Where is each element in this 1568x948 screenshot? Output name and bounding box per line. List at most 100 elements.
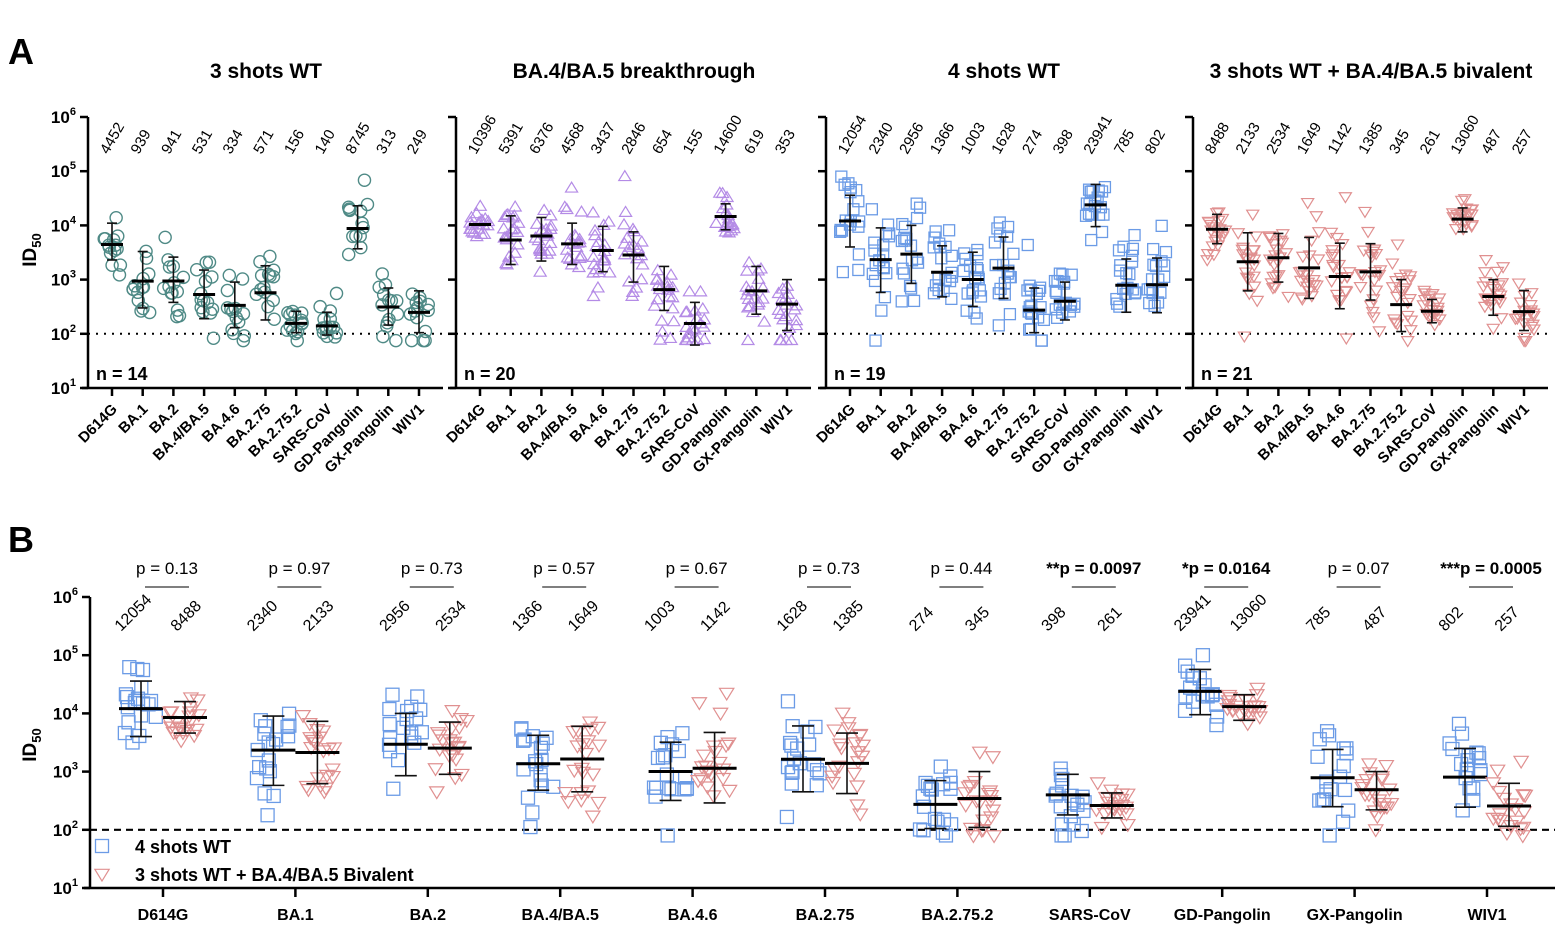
- data-point: [1155, 255, 1168, 268]
- data-point: [650, 292, 665, 305]
- n-label: n = 21: [1201, 364, 1253, 384]
- data-point: [705, 790, 722, 804]
- geomean-label: 785: [1111, 127, 1138, 157]
- data-point: [1095, 225, 1109, 239]
- data-point: [596, 218, 611, 230]
- data-point: [1324, 227, 1339, 240]
- data-point: [753, 261, 769, 274]
- geomean-label: 487: [1359, 604, 1390, 635]
- data-point: [1215, 213, 1230, 226]
- data-point: [1021, 284, 1034, 297]
- data-point: [281, 306, 295, 320]
- data-point: [775, 281, 790, 294]
- data-point: [1417, 285, 1432, 298]
- data-point: [916, 799, 932, 814]
- data-point: [1393, 272, 1408, 285]
- data-point: [466, 226, 481, 238]
- data-point: [1339, 333, 1354, 346]
- data-point: [1275, 237, 1290, 250]
- data-point: [1097, 208, 1110, 221]
- data-point: [535, 736, 550, 751]
- data-point: [1524, 288, 1539, 300]
- data-point: [851, 729, 869, 744]
- data-point: [965, 830, 982, 844]
- data-point: [161, 706, 179, 721]
- data-point: [1338, 192, 1353, 204]
- data-point: [960, 304, 973, 317]
- x-tick-label: BA.1: [853, 401, 889, 437]
- geomean-label: 398: [1039, 604, 1070, 635]
- data-point: [170, 303, 185, 317]
- data-point: [650, 263, 665, 276]
- data-point: [971, 746, 989, 761]
- data-point: [974, 290, 988, 303]
- data-point: [1512, 755, 1530, 770]
- data-point: [1205, 241, 1220, 254]
- data-point: [779, 809, 795, 825]
- data-point: [1251, 711, 1268, 725]
- data-point: [1177, 703, 1193, 718]
- x-tick-label: BA.1: [1220, 401, 1256, 437]
- data-point: [320, 743, 338, 757]
- data-point: [205, 270, 219, 284]
- data-point: [664, 737, 680, 752]
- data-point: [1339, 746, 1354, 761]
- x-tick-label: D614G: [443, 401, 489, 447]
- data-point: [1059, 296, 1073, 309]
- data-point: [170, 284, 185, 299]
- data-point: [1126, 249, 1139, 263]
- data-point: [1325, 245, 1340, 257]
- data-point: [302, 732, 319, 746]
- data-point: [354, 240, 368, 255]
- data-point: [618, 205, 633, 217]
- data-point: [324, 770, 342, 785]
- data-point: [1427, 320, 1442, 332]
- data-point: [1205, 687, 1220, 702]
- data-point: [1249, 682, 1266, 697]
- subplot-4: 3 shots WT + BA.4/BA.5 bivalent n = 21 D61…: [1180, 60, 1548, 477]
- data-point: [1128, 228, 1141, 242]
- data-point: [984, 751, 1002, 765]
- data-point: [852, 808, 869, 822]
- data-point: [695, 301, 710, 314]
- data-point: [1219, 703, 1236, 717]
- data-point: [113, 258, 128, 272]
- x-tick-label: WIV1: [1495, 401, 1533, 439]
- data-point: [1321, 728, 1337, 743]
- data-point: [220, 283, 235, 298]
- data-point: [1491, 280, 1506, 292]
- x-tick-label: BA.4/BA.5: [522, 907, 599, 924]
- geomean-label: 531: [189, 127, 216, 157]
- data-point: [1007, 247, 1020, 260]
- legend-item: 4 shots WT: [94, 837, 231, 857]
- geomean-label: 8488: [1202, 120, 1233, 157]
- data-point: [421, 303, 435, 318]
- data-point: [418, 324, 433, 339]
- x-tick-label: WIV1: [1128, 401, 1166, 439]
- data-point: [1366, 805, 1383, 819]
- geomean-label: 13060: [1447, 112, 1483, 157]
- data-point: [329, 286, 344, 301]
- data-point: [596, 251, 612, 263]
- data-point: [301, 717, 318, 732]
- geomean-label: 274: [906, 604, 937, 635]
- data-point: [1021, 238, 1034, 252]
- data-point: [1248, 231, 1264, 244]
- data-point: [1422, 313, 1437, 325]
- x-tick-label: D614G: [75, 401, 121, 447]
- data-point: [268, 732, 284, 747]
- x-tick-label: WIV1: [1467, 907, 1506, 924]
- data-point: [649, 273, 664, 285]
- geomean-label: 23941: [1080, 112, 1116, 157]
- data-point: [784, 776, 799, 791]
- data-point: [582, 723, 599, 737]
- b-y-tick-label: 106: [53, 586, 78, 607]
- b-y-tick-label: 103: [53, 761, 78, 782]
- data-point: [1398, 283, 1413, 296]
- data-point: [771, 286, 786, 299]
- data-point: [773, 333, 788, 346]
- data-point: [957, 264, 970, 278]
- data-point: [473, 199, 488, 211]
- data-point: [1209, 709, 1225, 724]
